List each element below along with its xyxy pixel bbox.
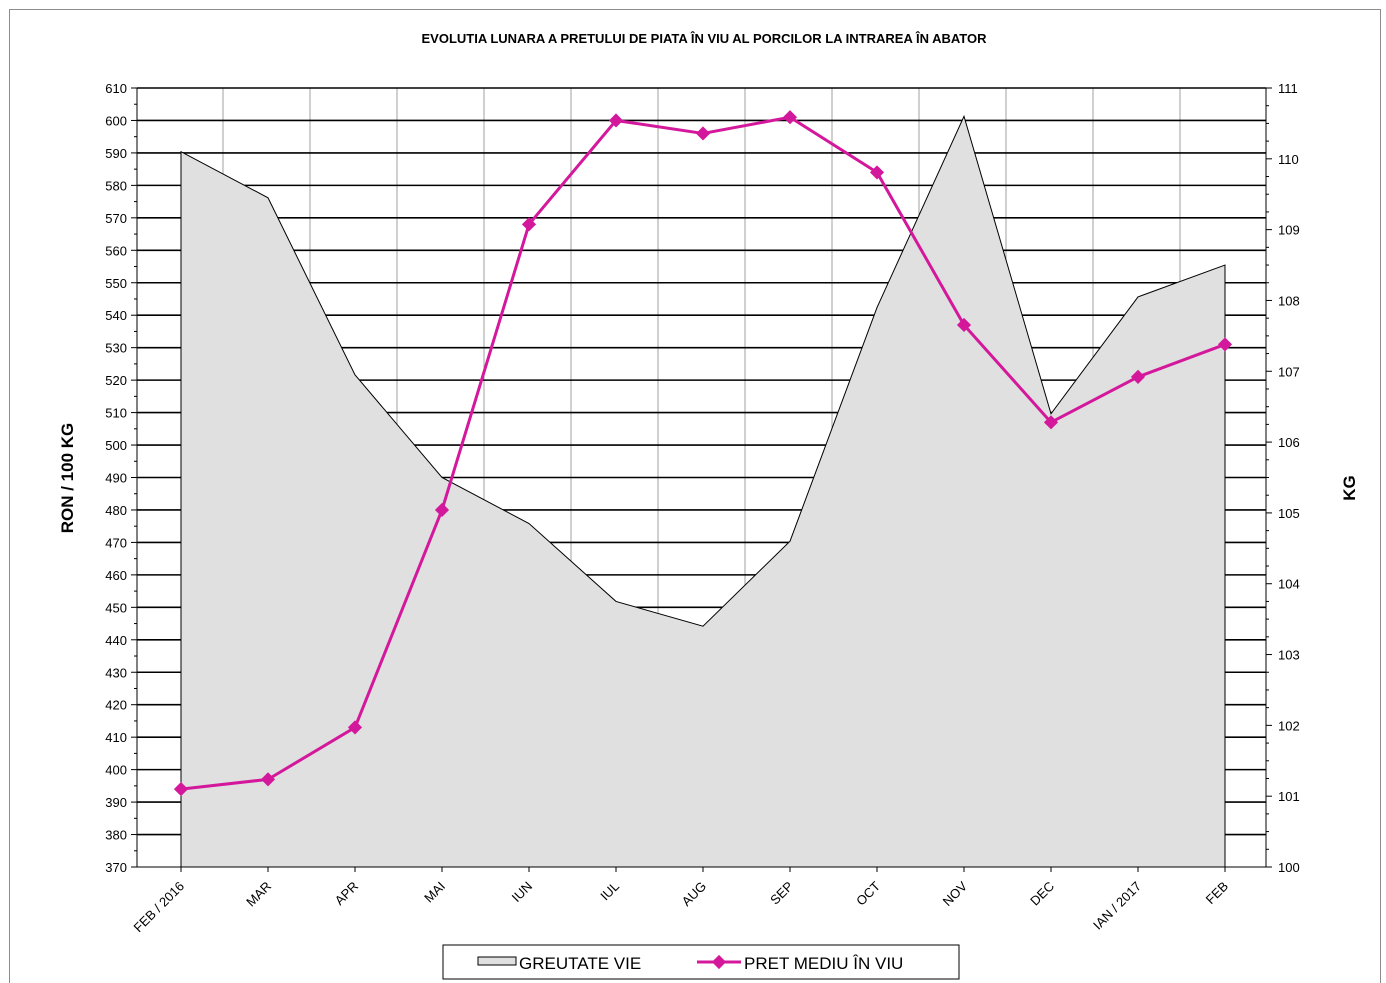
y-tick-label: 500 xyxy=(105,438,127,453)
axes xyxy=(131,87,1272,872)
y-tick-label: 580 xyxy=(105,178,127,193)
data-point-marker xyxy=(173,782,189,797)
y-tick-labels: 370 380 390 400 410 420 430 440 450 460 470 480 490 5… xyxy=(105,81,127,875)
y-tick-label: 370 xyxy=(105,860,127,875)
chart-frame xyxy=(9,9,1381,983)
chart-title: EVOLUTIA LUNARA A PRETULUI DE PIATA ÎN V… xyxy=(421,31,987,46)
legend-label-greutate-vie: GREUTATE VIE xyxy=(519,954,641,973)
y2-tick-label: 105 xyxy=(1278,506,1300,521)
y2-tick-label: 110 xyxy=(1278,152,1299,167)
y-tick-label: 470 xyxy=(105,535,127,550)
y2-tick-label: 103 xyxy=(1278,648,1300,663)
area-series-greutate-vie xyxy=(180,114,1226,868)
legend: GREUTATE VIE PRET MEDIU ÎN VIU xyxy=(442,944,960,980)
legend-swatch-greutate-vie xyxy=(477,956,517,966)
y-tick-label: 610 xyxy=(105,81,127,96)
x-tick-label: MAI xyxy=(421,879,448,906)
y-tick-label: 380 xyxy=(105,828,127,843)
y-tick-label: 440 xyxy=(105,633,127,648)
y-tick-label: 490 xyxy=(105,471,127,486)
y2-tick-labels: 100 101 102 103 104 105 106 107 108 109 110 111 xyxy=(1278,81,1300,875)
y2-tick-label: 108 xyxy=(1278,293,1300,308)
y-tick-label: 450 xyxy=(105,600,127,615)
x-tick-label: AUG xyxy=(679,879,710,910)
y-axis-title: RON / 100 KG xyxy=(58,423,77,534)
y-tick-label: 410 xyxy=(105,730,127,745)
legend-label-pret-mediu: PRET MEDIU ÎN VIU xyxy=(744,954,903,973)
area-fill xyxy=(180,114,1226,868)
x-tick-label: OCT xyxy=(853,878,883,908)
x-tick-label: IUL xyxy=(597,879,622,904)
data-point-marker xyxy=(1217,337,1233,352)
y-tick-label: 560 xyxy=(105,243,127,258)
line-series-pret-mediu xyxy=(173,110,1233,797)
y2-tick-label: 100 xyxy=(1278,860,1300,875)
data-point-marker xyxy=(260,772,276,787)
y-tick-label: 460 xyxy=(105,568,127,583)
x-tick-label: SEP xyxy=(767,879,796,908)
y-tick-label: 530 xyxy=(105,341,127,356)
x-tick-labels: FEB / 2016 MAR APR MAI IUN IUL AUG SEP OCT NOV DEC… xyxy=(131,878,1232,935)
y-tick-label: 390 xyxy=(105,795,127,810)
data-point-marker xyxy=(347,720,363,735)
y-tick-label: 420 xyxy=(105,698,127,713)
y-tick-label: 510 xyxy=(105,406,127,421)
y-tick-label: 550 xyxy=(105,276,127,291)
y-tick-label: 600 xyxy=(105,113,127,128)
data-point-marker xyxy=(521,217,537,232)
x-tick-label: NOV xyxy=(940,878,971,909)
data-point-marker xyxy=(869,165,885,180)
x-tick-label: IAN / 2017 xyxy=(1090,879,1144,933)
y2-axis-title: KG xyxy=(1340,475,1359,501)
x-tick-label: FEB / 2016 xyxy=(131,879,188,936)
data-point-marker xyxy=(1130,369,1146,384)
y-tick-label: 570 xyxy=(105,211,127,226)
y2-tick-label: 109 xyxy=(1278,223,1300,238)
y2-tick-label: 102 xyxy=(1278,718,1300,733)
y-tick-label: 540 xyxy=(105,308,127,323)
y2-tick-label: 107 xyxy=(1278,364,1300,379)
y-tick-label: 520 xyxy=(105,373,127,388)
y-tick-label: 590 xyxy=(105,146,127,161)
y2-tick-label: 104 xyxy=(1278,577,1300,592)
x-tick-label: FEB xyxy=(1203,879,1231,907)
x-tick-label: IUN xyxy=(509,879,535,905)
x-tick-label: APR xyxy=(332,879,362,909)
y-tick-label: 480 xyxy=(105,503,127,518)
data-point-marker xyxy=(956,317,972,333)
y-tick-label: 400 xyxy=(105,763,127,778)
data-point-marker xyxy=(1043,415,1059,430)
data-point-marker xyxy=(608,113,624,128)
y2-tick-label: 111 xyxy=(1278,81,1298,96)
data-point-marker xyxy=(695,126,711,141)
legend-marker-pret-mediu xyxy=(711,954,727,970)
y-tick-label: 430 xyxy=(105,665,127,680)
y2-tick-label: 106 xyxy=(1278,435,1300,450)
y2-tick-label: 101 xyxy=(1278,789,1300,804)
x-tick-label: DEC xyxy=(1027,879,1057,909)
x-tick-label: MAR xyxy=(243,879,274,910)
data-point-marker xyxy=(782,110,798,125)
data-point-marker xyxy=(434,502,450,518)
